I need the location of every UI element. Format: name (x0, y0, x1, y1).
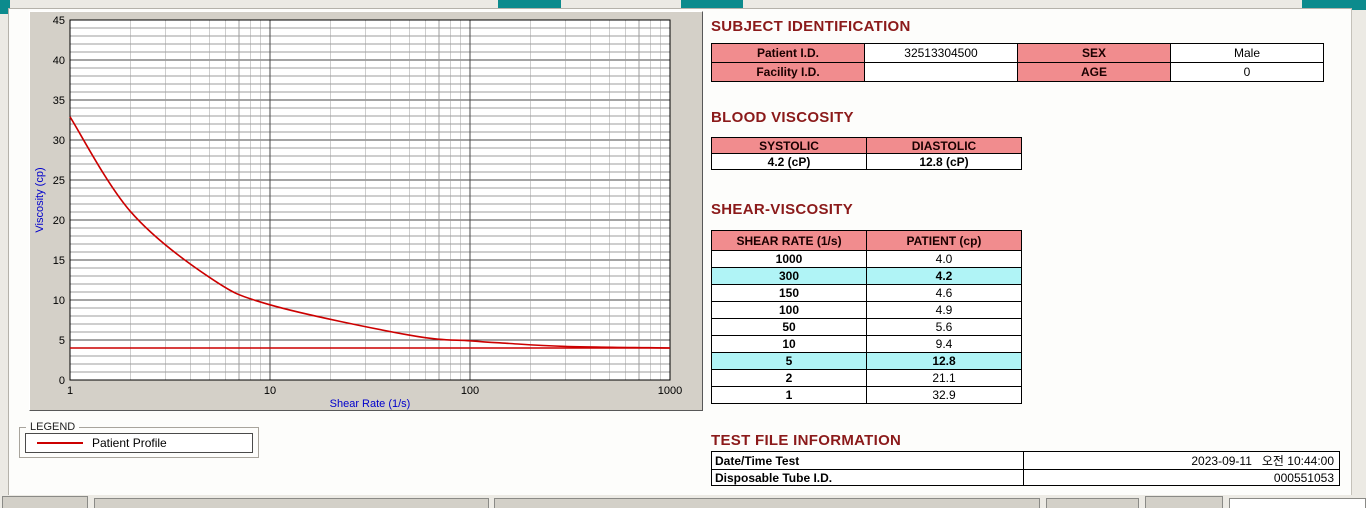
report-panel: SUBJECT IDENTIFICATION Patient I.D. 3251… (711, 15, 1351, 493)
patient-viscosity-cell: 32.9 (866, 386, 1022, 404)
patient-viscosity-cell: 9.4 (866, 335, 1022, 353)
diastolic-value: 12.8 (cP) (866, 153, 1022, 170)
facility-id-label: Facility I.D. (711, 62, 865, 82)
subject-identification-table: Patient I.D. 32513304500 SEX Male Facili… (711, 43, 1324, 82)
shear-rate-cell: 150 (711, 284, 867, 302)
background-window-fragment (681, 0, 743, 8)
diastolic-header: DIASTOLIC (866, 137, 1022, 154)
table-row: 4.2 (cP) 12.8 (cP) (711, 153, 1022, 170)
systolic-header: SYSTOLIC (711, 137, 867, 154)
table-row: Date/Time Test 2023-09-11 오전 10:44:00 (711, 451, 1340, 470)
patient-id-value: 32513304500 (864, 43, 1018, 63)
table-row: 100 4.9 (711, 301, 1022, 319)
patient-cp-header: PATIENT (cp) (866, 230, 1022, 251)
svg-text:1000: 1000 (658, 385, 682, 397)
svg-text:25: 25 (53, 175, 65, 187)
patient-viscosity-cell: 12.8 (866, 352, 1022, 370)
blood-viscosity-table: SYSTOLIC DIASTOLIC 4.2 (cP) 12.8 (cP) (711, 137, 1022, 170)
svg-text:40: 40 (53, 55, 65, 67)
svg-text:15: 15 (53, 255, 65, 267)
bottom-window-fragment (2, 496, 88, 508)
sex-value: Male (1170, 43, 1324, 63)
shear-rate-cell: 1000 (711, 250, 867, 268)
test-file-information-heading: TEST FILE INFORMATION (711, 432, 902, 449)
svg-text:5: 5 (59, 335, 65, 347)
svg-text:100: 100 (461, 385, 479, 397)
table-row: Disposable Tube I.D. 000551053 (711, 469, 1340, 486)
bottom-window-fragment (1046, 498, 1139, 508)
svg-text:Shear Rate (1/s): Shear Rate (1/s) (330, 398, 411, 410)
table-header-row: SHEAR RATE (1/s) PATIENT (cp) (711, 230, 1022, 251)
date-time-test-value: 2023-09-11 오전 10:44:00 (1023, 451, 1340, 470)
svg-text:0: 0 (59, 375, 65, 387)
shear-rate-cell: 300 (711, 267, 867, 285)
bottom-window-fragment (1229, 498, 1366, 508)
table-row: 1000 4.0 (711, 250, 1022, 268)
bottom-window-fragment (494, 498, 1040, 508)
date-time-test-label: Date/Time Test (711, 451, 1024, 470)
svg-text:45: 45 (53, 15, 65, 27)
test-file-information-table: Date/Time Test 2023-09-11 오전 10:44:00 Di… (711, 451, 1340, 486)
legend-box: LEGEND Patient Profile (19, 421, 259, 458)
shear-viscosity-heading: SHEAR-VISCOSITY (711, 201, 854, 218)
shear-rate-cell: 50 (711, 318, 867, 336)
svg-text:35: 35 (53, 95, 65, 107)
background-window-fragment (498, 0, 561, 8)
shear-viscosity-table: SHEAR RATE (1/s) PATIENT (cp) 1000 4.0 3… (711, 230, 1022, 404)
background-window-fragment (0, 0, 10, 14)
svg-text:10: 10 (264, 385, 276, 397)
shear-rate-cell: 5 (711, 352, 867, 370)
patient-viscosity-cell: 4.9 (866, 301, 1022, 319)
shear-rate-cell: 1 (711, 386, 867, 404)
table-row: Patient I.D. 32513304500 SEX Male (711, 43, 1324, 63)
table-row: Facility I.D. AGE 0 (711, 62, 1324, 82)
svg-text:20: 20 (53, 215, 65, 227)
patient-viscosity-cell: 4.0 (866, 250, 1022, 268)
table-row: 10 9.4 (711, 335, 1022, 353)
table-row: 2 21.1 (711, 369, 1022, 387)
patient-viscosity-cell: 4.2 (866, 267, 1022, 285)
blood-viscosity-heading: BLOOD VISCOSITY (711, 109, 854, 126)
disposable-tube-id-label: Disposable Tube I.D. (711, 469, 1024, 486)
patient-id-label: Patient I.D. (711, 43, 865, 63)
background-window-fragment (1302, 0, 1366, 10)
table-row: 50 5.6 (711, 318, 1022, 336)
table-row: SYSTOLIC DIASTOLIC (711, 137, 1022, 154)
shear-rate-cell: 100 (711, 301, 867, 319)
table-row: 150 4.6 (711, 284, 1022, 302)
shear-rate-header: SHEAR RATE (1/s) (711, 230, 867, 251)
svg-text:30: 30 (53, 135, 65, 147)
facility-id-value (864, 62, 1018, 82)
svg-text:10: 10 (53, 295, 65, 307)
subject-identification-heading: SUBJECT IDENTIFICATION (711, 18, 911, 35)
bottom-window-fragment (94, 498, 489, 508)
legend-title: LEGEND (30, 421, 76, 433)
table-row: 5 12.8 (711, 352, 1022, 370)
age-value: 0 (1170, 62, 1324, 82)
systolic-value: 4.2 (cP) (711, 153, 867, 170)
table-row: 1 32.9 (711, 386, 1022, 404)
bottom-window-fragment (1145, 496, 1223, 508)
patient-viscosity-cell: 5.6 (866, 318, 1022, 336)
age-label: AGE (1017, 62, 1171, 82)
table-row: 300 4.2 (711, 267, 1022, 285)
patient-profile-line-sample (37, 442, 83, 444)
shear-rate-cell: 2 (711, 369, 867, 387)
legend-entry: Patient Profile (25, 433, 253, 453)
svg-text:Viscosity (cp): Viscosity (cp) (34, 167, 46, 232)
legend-series-label: Patient Profile (92, 436, 167, 450)
shear-rate-cell: 10 (711, 335, 867, 353)
sex-label: SEX (1017, 43, 1171, 63)
main-window: 0 5 10 15 20 25 30 35 40 45 1 10 100 1000 Shear Rate (… (8, 8, 1352, 495)
viscosity-chart: 0 5 10 15 20 25 30 35 40 45 1 10 100 1000 Shear Rate (… (30, 12, 702, 410)
disposable-tube-id-value: 000551053 (1023, 469, 1340, 486)
patient-viscosity-cell: 4.6 (866, 284, 1022, 302)
svg-text:1: 1 (67, 385, 73, 397)
viscosity-chart-panel: 0 5 10 15 20 25 30 35 40 45 1 10 100 1000 Shear Rate (… (29, 11, 703, 411)
patient-viscosity-cell: 21.1 (866, 369, 1022, 387)
